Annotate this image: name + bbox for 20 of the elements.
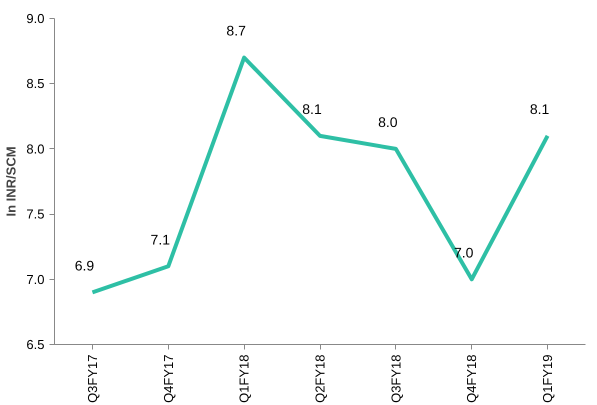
data-label: 8.1 [530, 100, 550, 117]
y-tick-label: 8.5 [26, 76, 45, 92]
data-label: 8.0 [378, 114, 398, 130]
y-tick-label: 8.0 [26, 141, 45, 156]
x-tick-label: Q4FY18 [464, 354, 480, 403]
data-label: 6.9 [74, 257, 94, 274]
data-label: 8.7 [226, 22, 246, 39]
y-tick-label: 7.5 [26, 206, 45, 222]
x-tick-label: Q1FY18 [236, 354, 252, 403]
data-label: 8.1 [302, 100, 322, 117]
x-tick-label: Q1FY19 [540, 354, 556, 403]
x-tick-label: Q2FY18 [312, 354, 328, 403]
x-tick-label: Q4FY17 [160, 354, 176, 403]
y-axis-title: In INR/SCM [3, 146, 18, 217]
y-tick-label: 9.0 [26, 11, 45, 26]
y-tick-label: 7.0 [26, 272, 45, 287]
data-label: 7.1 [150, 231, 170, 248]
x-tick-label: Q3FY17 [84, 354, 100, 403]
x-tick-label: Q3FY18 [388, 354, 404, 403]
y-tick-label: 6.5 [26, 337, 45, 352]
